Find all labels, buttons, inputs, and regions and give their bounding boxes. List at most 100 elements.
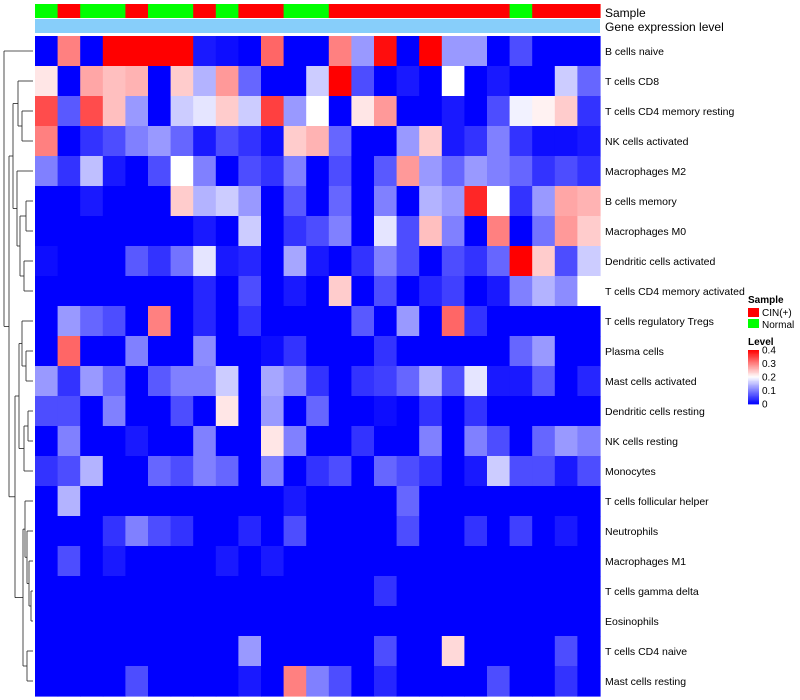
- heatmap-cell-r20-c3: [102, 636, 126, 667]
- track-label-sample: Sample: [605, 6, 646, 20]
- heatmap-cell-r14-c13: [328, 456, 352, 487]
- heatmap-cell-r4-c24: [577, 156, 601, 187]
- colorbar-step-36: [748, 398, 759, 401]
- colorbar-step-26: [748, 385, 759, 387]
- heatmap-cell-r6-c10: [261, 216, 285, 247]
- heatmap-cell-r2-c12: [306, 96, 330, 127]
- heatmap-cell-r18-c6: [170, 576, 194, 607]
- heatmap-cell-r17-c0: [35, 546, 59, 577]
- colorbar-step-17: [748, 372, 759, 375]
- heatmap-cell-r4-c10: [261, 156, 285, 187]
- colorbar-step-34: [748, 395, 759, 398]
- sample-track-cell-2: [80, 4, 104, 18]
- heatmap-cell-r14-c15: [374, 456, 398, 487]
- heatmap-cell-r20-c21: [509, 636, 533, 667]
- heatmap-cell-r9-c18: [441, 306, 465, 337]
- heatmap-cell-r15-c19: [464, 486, 488, 517]
- level-tick-label-3: 0.1: [762, 386, 776, 397]
- heatmap-cell-r16-c2: [80, 516, 104, 547]
- heatmap-cell-r16-c15: [374, 516, 398, 547]
- heatmap-cell-r0-c8: [215, 36, 239, 67]
- heatmap-cell-r10-c5: [148, 336, 172, 367]
- level-tick-label-0: 0.4: [762, 346, 776, 357]
- heatmap-cell-r5-c2: [80, 186, 104, 217]
- heatmap-cell-r3-c2: [80, 126, 104, 157]
- heatmap-cell-r6-c17: [419, 216, 443, 247]
- heatmap-cell-r20-c11: [283, 636, 307, 667]
- heatmap-cell-r3-c21: [509, 126, 533, 157]
- heatmap-cell-r16-c1: [57, 516, 81, 547]
- heatmap-cell-r17-c12: [306, 546, 330, 577]
- heatmap-cell-r11-c2: [80, 366, 104, 397]
- heatmap-cell-r21-c20: [487, 666, 511, 697]
- heatmap-cell-r7-c4: [125, 246, 149, 277]
- heatmap-cell-r4-c13: [328, 156, 352, 187]
- colorbar-step-2: [748, 352, 759, 355]
- heatmap-cell-r15-c16: [396, 486, 420, 517]
- heatmap-cell-r19-c10: [261, 606, 285, 637]
- heatmap-cell-r9-c24: [577, 306, 601, 337]
- colorbar-step-20: [748, 377, 759, 379]
- heatmap-cell-r14-c16: [396, 456, 420, 487]
- sample-track-cell-1: [57, 4, 81, 18]
- heatmap-cell-r10-c0: [35, 336, 59, 367]
- heatmap-cell-r1-c0: [35, 66, 59, 97]
- heatmap-cell-r6-c15: [374, 216, 398, 247]
- heatmap-cell-r11-c8: [215, 366, 239, 397]
- heatmap-cell-r13-c19: [464, 426, 488, 457]
- heatmap-cells: [35, 36, 601, 697]
- heatmap-cell-r21-c1: [57, 666, 81, 697]
- heatmap-cell-r1-c16: [396, 66, 420, 97]
- level-tick-label-1: 0.3: [762, 359, 776, 370]
- heatmap-cell-r11-c9: [238, 366, 262, 397]
- heatmap-cell-r13-c1: [57, 426, 81, 457]
- heatmap-cell-r20-c18: [441, 636, 465, 667]
- heatmap-cell-r5-c4: [125, 186, 149, 217]
- heatmap-cell-r3-c16: [396, 126, 420, 157]
- heatmap-cell-r10-c12: [306, 336, 330, 367]
- heatmap-cell-r17-c23: [554, 546, 578, 577]
- heatmap-cell-r1-c7: [193, 66, 217, 97]
- heatmap-cell-r7-c21: [509, 246, 533, 277]
- heatmap-cell-r4-c11: [283, 156, 307, 187]
- heatmap-cell-r14-c1: [57, 456, 81, 487]
- heatmap-cell-r16-c6: [170, 516, 194, 547]
- heatmap-cell-r1-c4: [125, 66, 149, 97]
- heatmap-cell-r20-c19: [464, 636, 488, 667]
- sample-track-cell-22: [532, 4, 556, 18]
- heatmap-cell-r1-c8: [215, 66, 239, 97]
- heatmap-cell-r12-c8: [215, 396, 239, 427]
- heatmap-cell-r16-c8: [215, 516, 239, 547]
- heatmap-cell-r18-c8: [215, 576, 239, 607]
- colorbar-step-30: [748, 390, 759, 393]
- heatmap-cell-r11-c20: [487, 366, 511, 397]
- row-label-5: B cells memory: [605, 196, 678, 208]
- colorbar-step-5: [748, 356, 759, 359]
- heatmap-cell-r17-c20: [487, 546, 511, 577]
- heatmap-cell-r8-c18: [441, 276, 465, 307]
- heatmap-cell-r1-c3: [102, 66, 126, 97]
- heatmap-cell-r19-c24: [577, 606, 601, 637]
- heatmap-cell-r15-c10: [261, 486, 285, 517]
- heatmap-cell-r1-c18: [441, 66, 465, 97]
- heatmap-cell-r5-c10: [261, 186, 285, 217]
- heatmap-cell-r11-c1: [57, 366, 81, 397]
- heatmap-cell-r5-c14: [351, 186, 375, 217]
- heatmap-cell-r17-c8: [215, 546, 239, 577]
- sample-track-cell-20: [487, 4, 511, 18]
- heatmap-cell-r19-c6: [170, 606, 194, 637]
- heatmap-cell-r4-c21: [509, 156, 533, 187]
- heatmap-cell-r19-c16: [396, 606, 420, 637]
- heatmap-cell-r2-c13: [328, 96, 352, 127]
- heatmap-cell-r11-c4: [125, 366, 149, 397]
- heatmap-cell-r21-c3: [102, 666, 126, 697]
- heatmap-cell-r17-c14: [351, 546, 375, 577]
- heatmap-cell-r2-c19: [464, 96, 488, 127]
- heatmap-cell-r18-c18: [441, 576, 465, 607]
- heatmap-cell-r2-c23: [554, 96, 578, 127]
- heatmap-cell-r3-c22: [532, 126, 556, 157]
- heatmap-cell-r13-c11: [283, 426, 307, 457]
- heatmap-cell-r15-c24: [577, 486, 601, 517]
- heatmap-cell-r2-c9: [238, 96, 262, 127]
- heatmap-cell-r19-c4: [125, 606, 149, 637]
